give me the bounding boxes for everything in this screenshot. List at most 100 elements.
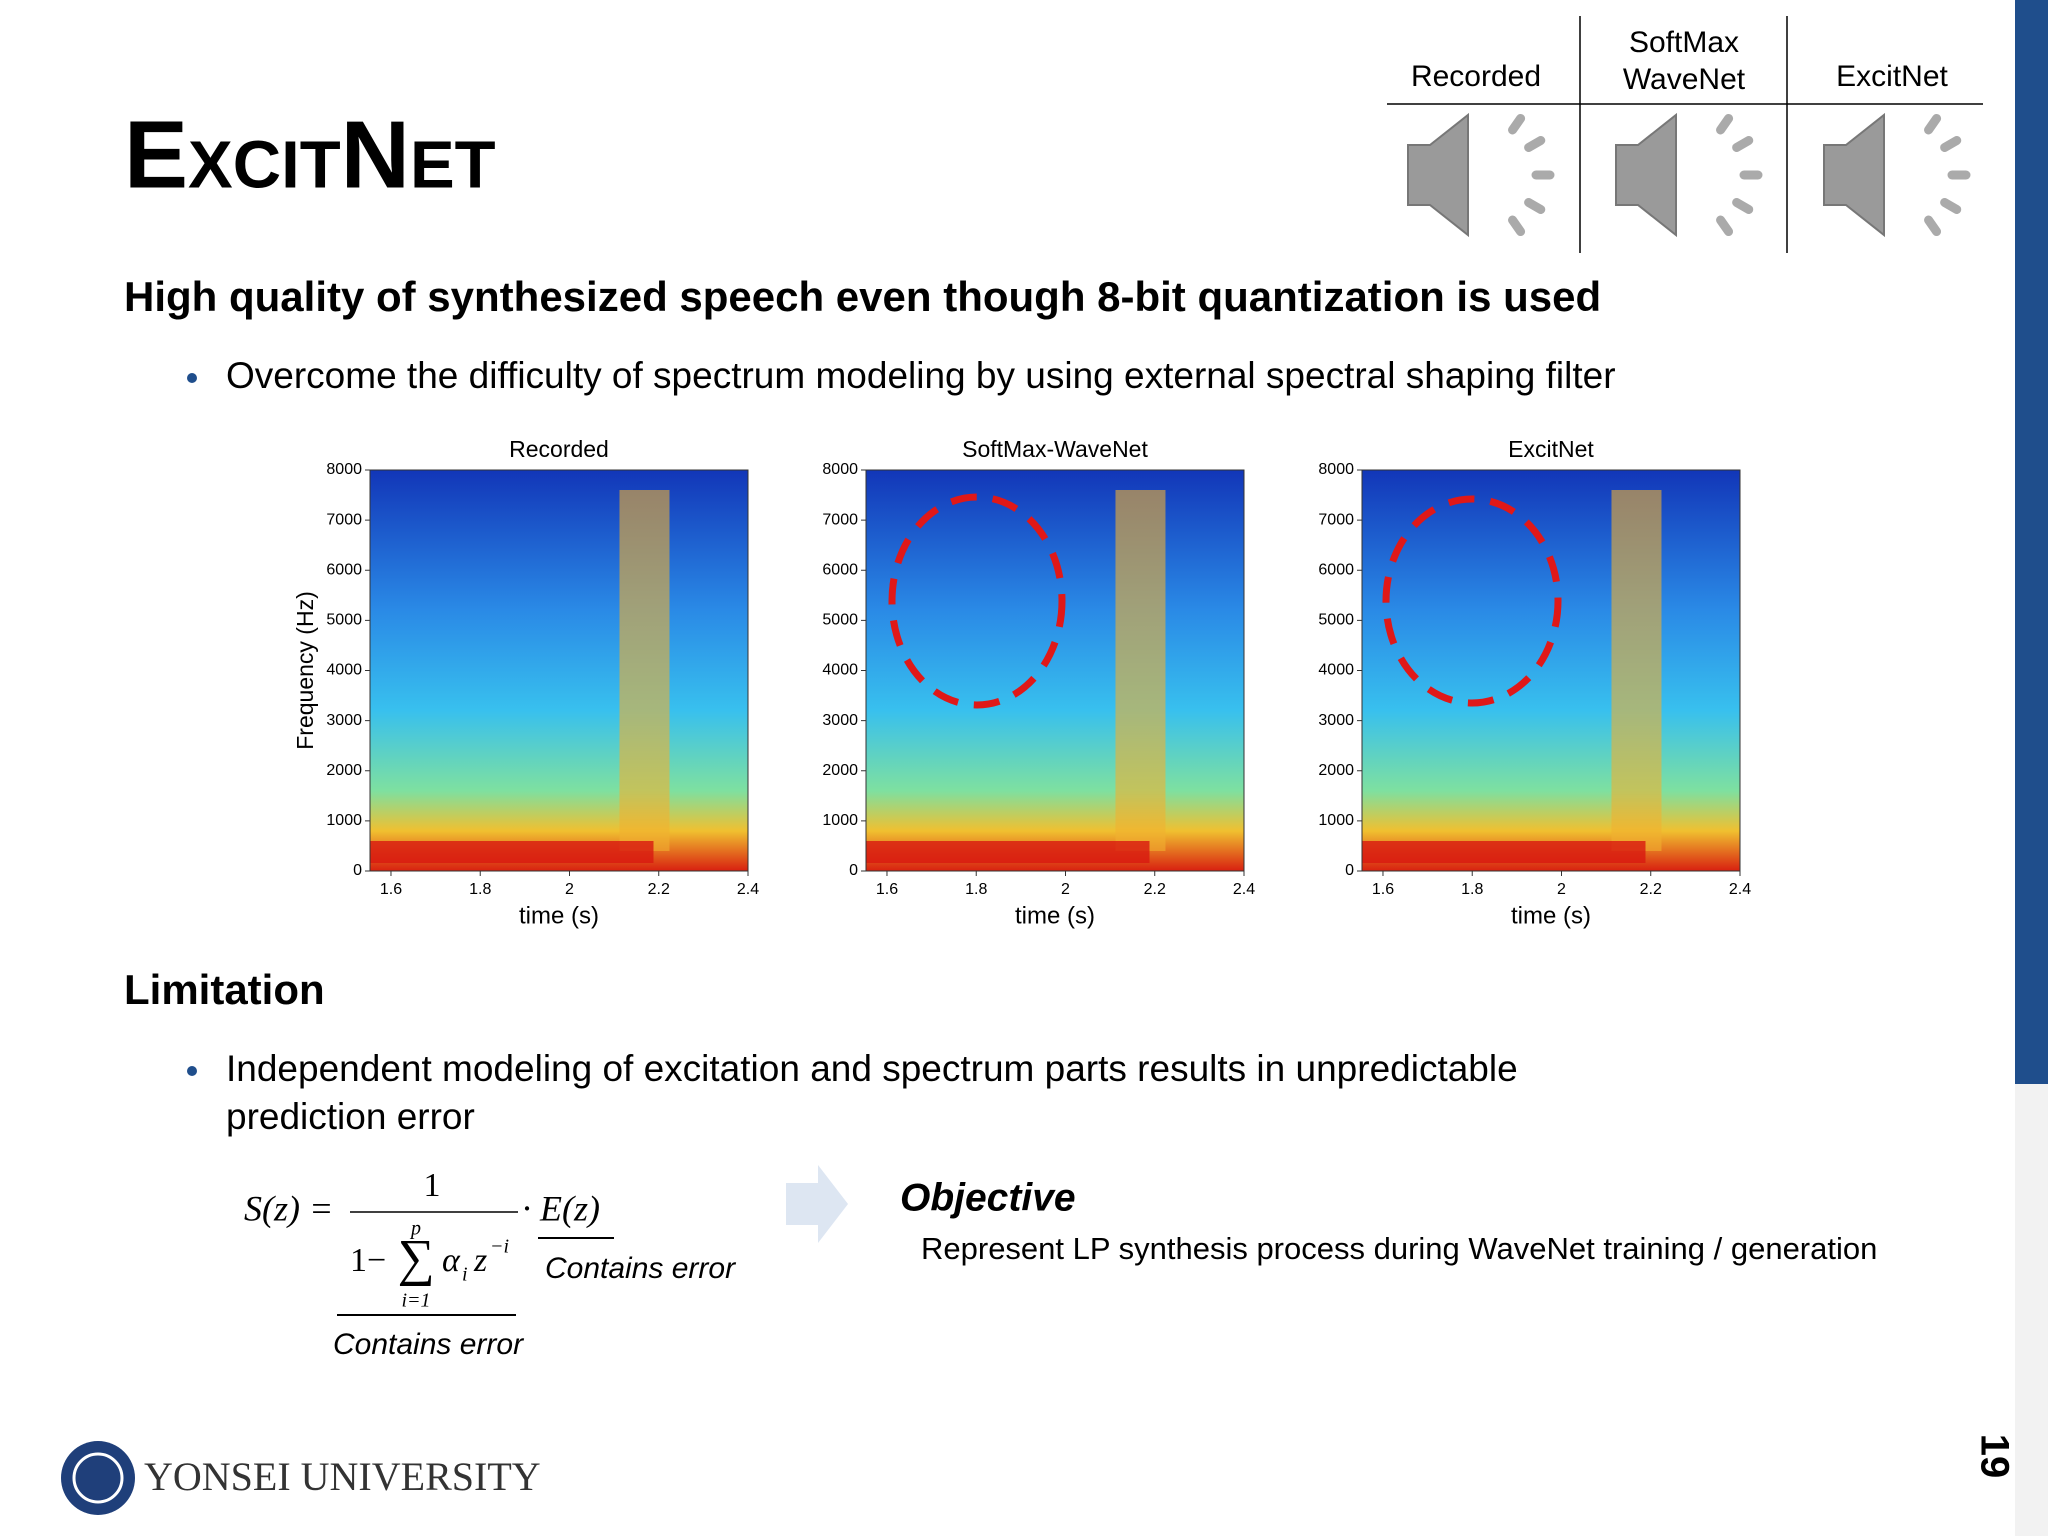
speaker-wave: [1924, 113, 1942, 135]
spectrogram-image: [370, 470, 748, 871]
bullet-text: Overcome the difficulty of spectrum mode…: [226, 355, 1616, 396]
x-tick-label: 2.4: [737, 881, 759, 898]
spectrogram-band: [370, 841, 654, 863]
page-number: 19: [1972, 1434, 2016, 1479]
heading: High quality of synthesized speech even …: [124, 273, 1601, 320]
side-bar: [2015, 0, 2048, 1084]
speaker-wave: [1524, 198, 1546, 214]
y-tick-label: 1000: [326, 812, 362, 829]
speaker-icon: [1823, 112, 1885, 238]
x-axis-label: time (s): [1015, 902, 1095, 929]
y-axis-label: Frequency (Hz): [292, 591, 318, 749]
slide-title: ExcitNet: [124, 101, 496, 208]
y-tick-label: 7000: [326, 511, 362, 528]
bullet: [187, 1066, 197, 1076]
formula: S(z) = 1 · E(z) 1− ∑ p i=1 α i z −i: [244, 1167, 614, 1316]
y-tick-label: 8000: [1318, 461, 1354, 478]
spectrogram-band: [866, 841, 1150, 863]
spectrogram-band: [1362, 841, 1646, 863]
x-tick-label: 1.8: [469, 881, 491, 898]
speaker-wave: [1924, 215, 1942, 237]
y-tick-label: 4000: [326, 662, 362, 679]
formula-part: p: [409, 1218, 421, 1240]
speaker-wave: [1716, 113, 1734, 135]
side-bar-light: [2015, 1084, 2048, 1536]
speaker-wave: [1732, 136, 1754, 152]
table-header: ExcitNet: [1836, 60, 1948, 93]
plot-title: SoftMax-WaveNet: [962, 436, 1148, 462]
y-tick-label: 3000: [822, 712, 858, 729]
x-tick-label: 2.2: [1640, 881, 1662, 898]
table-header: SoftMax: [1629, 26, 1739, 59]
x-tick-label: 2.4: [1233, 881, 1255, 898]
x-tick-label: 2: [1557, 881, 1566, 898]
speaker-wave: [1940, 198, 1962, 214]
spectrogram-image: [1362, 470, 1740, 871]
formula-part: 1−: [350, 1242, 386, 1279]
bullet: [187, 373, 197, 383]
bullet-text: Independent modeling of excitation and s…: [226, 1048, 1518, 1089]
formula-part: ∑: [397, 1230, 434, 1287]
annotation: Contains error: [545, 1252, 736, 1285]
y-tick-label: 7000: [822, 511, 858, 528]
spectrogram-image: [866, 470, 1244, 871]
objective-text: Represent LP synthesis process during Wa…: [921, 1231, 1877, 1266]
speaker-wave: [1732, 198, 1754, 214]
x-tick-label: 1.6: [1372, 881, 1394, 898]
y-tick-label: 6000: [326, 561, 362, 578]
y-tick-label: 3000: [1318, 712, 1354, 729]
speaker-wave: [1524, 136, 1546, 152]
formula-part: −i: [490, 1236, 509, 1258]
logo: [61, 1441, 135, 1515]
y-tick-label: 5000: [1318, 612, 1354, 629]
formula-part: α: [442, 1242, 461, 1279]
spectrogram-band: [1611, 490, 1662, 851]
y-tick-label: 2000: [326, 762, 362, 779]
objective-heading: Objective: [900, 1176, 1076, 1219]
y-tick-label: 0: [1345, 862, 1354, 879]
y-tick-label: 6000: [1318, 561, 1354, 578]
y-tick-label: 0: [353, 862, 362, 879]
logo-seal-ring: [72, 1452, 124, 1504]
y-tick-label: 2000: [1318, 762, 1354, 779]
x-tick-label: 2.2: [1144, 881, 1166, 898]
speaker-wave: [1508, 215, 1526, 237]
annotation: Contains error: [333, 1328, 524, 1361]
spectrograms: Recorded time (s) Frequency (Hz) 1.6 1.8 2 2.2…: [292, 436, 1751, 929]
y-tick-label: 2000: [822, 762, 858, 779]
table-header: WaveNet: [1623, 63, 1746, 96]
formula-part: S(z) =: [244, 1188, 333, 1228]
plot-title: Recorded: [509, 436, 609, 462]
x-axis-label: time (s): [519, 902, 599, 929]
x-tick-label: 2.4: [1729, 881, 1751, 898]
university-name: YONSEI UNIVERSITY: [144, 1454, 541, 1499]
y-tick-label: 7000: [1318, 511, 1354, 528]
formula-part: · E(z): [522, 1188, 600, 1228]
y-tick-label: 5000: [822, 612, 858, 629]
arrow: [786, 1165, 848, 1243]
speaker-icon: [1407, 112, 1469, 238]
x-tick-label: 1.6: [380, 881, 402, 898]
y-tick-label: 6000: [822, 561, 858, 578]
heading: Limitation: [124, 966, 325, 1013]
y-tick-label: 0: [849, 862, 858, 879]
formula-part: i=1: [401, 1290, 430, 1312]
x-tick-label: 1.8: [965, 881, 987, 898]
spectrogram-band: [619, 490, 670, 851]
audio-table: [1387, 16, 1983, 253]
y-tick-label: 4000: [1318, 662, 1354, 679]
y-tick-label: 3000: [326, 712, 362, 729]
spectrogram-band: [1115, 490, 1166, 851]
speaker-wave: [1940, 136, 1962, 152]
x-axis-label: time (s): [1511, 902, 1591, 929]
logo-seal: [61, 1441, 135, 1515]
y-tick-label: 4000: [822, 662, 858, 679]
speaker-icon: [1615, 112, 1677, 238]
y-tick-label: 8000: [822, 461, 858, 478]
speaker-wave: [1508, 113, 1526, 135]
highlight-circle: [888, 493, 1066, 709]
x-tick-label: 2: [1061, 881, 1070, 898]
plot-title: ExcitNet: [1508, 436, 1594, 462]
formula-part: z: [473, 1242, 487, 1279]
